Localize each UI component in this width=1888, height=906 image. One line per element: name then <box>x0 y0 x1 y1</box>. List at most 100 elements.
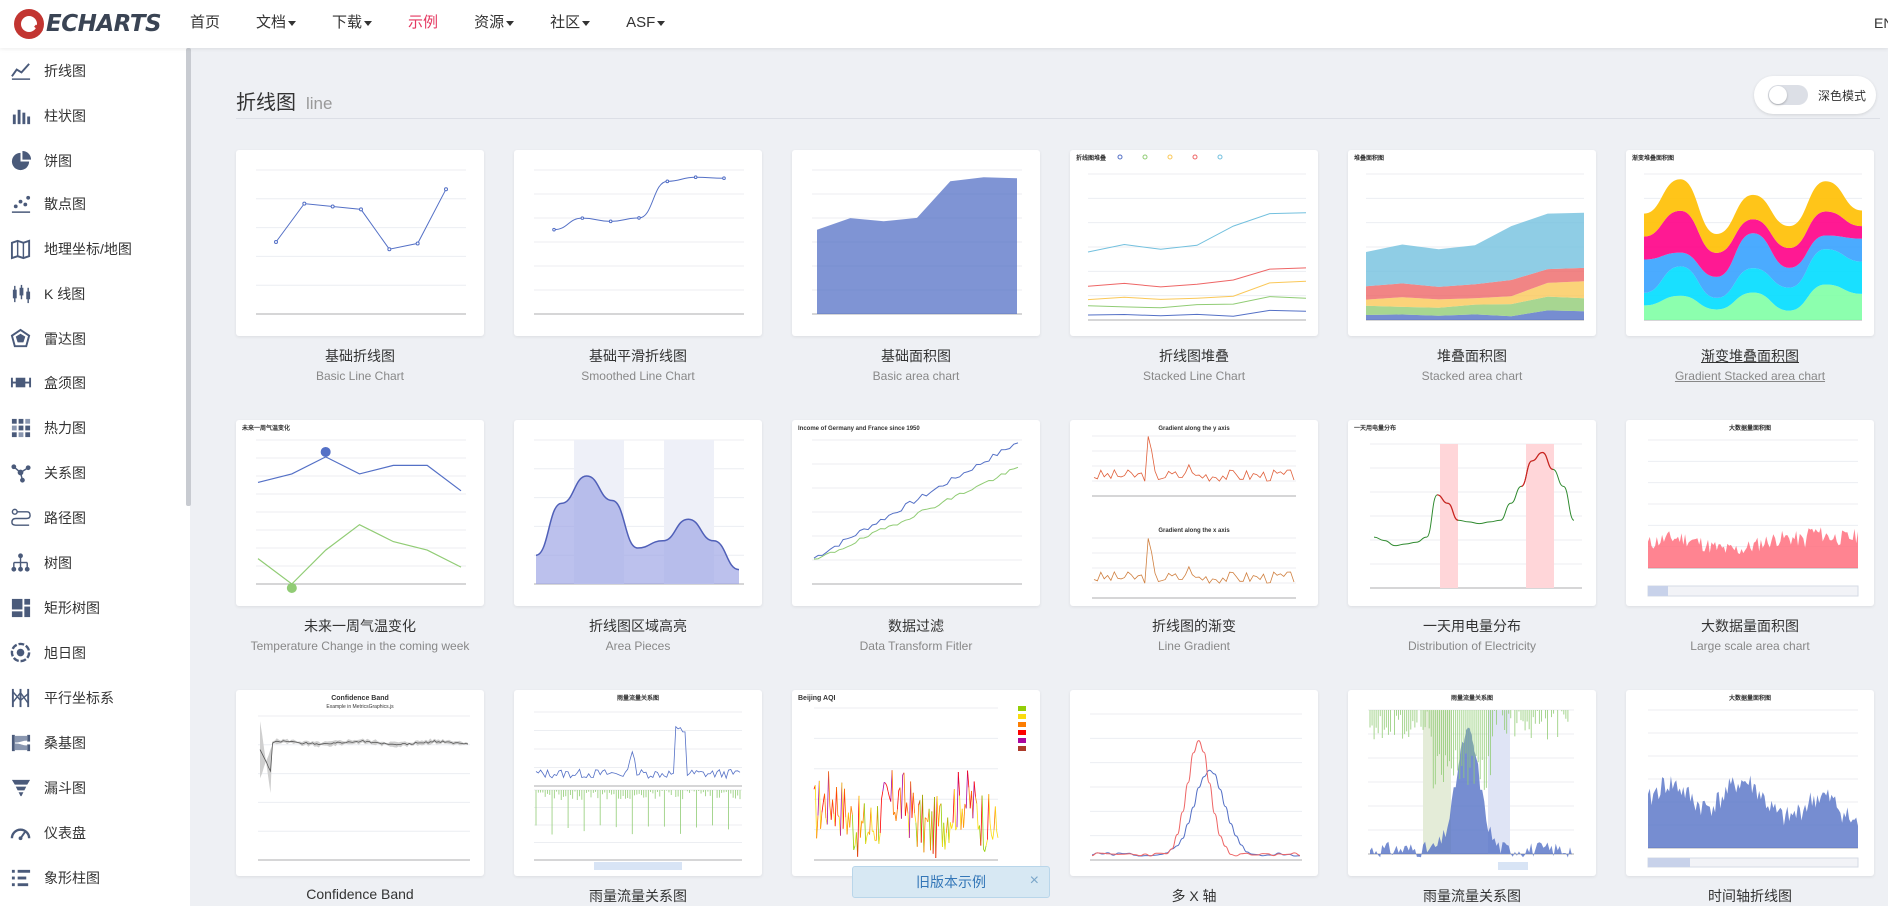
example-card-basic-area[interactable]: 基础面积图 Basic area chart <box>792 150 1040 383</box>
example-card-rainfall2[interactable]: 雨量流量关系图 雨量流量关系图 <box>1348 690 1596 906</box>
example-card-stacked-line[interactable]: 折线图堆叠 折线图堆叠 Stacked Line Chart <box>1070 150 1318 383</box>
example-subtitle[interactable]: Basic Line Chart <box>315 369 405 383</box>
old-version-banner[interactable]: 旧版本示例 × <box>852 866 1050 898</box>
example-title[interactable]: 渐变堆叠面积图 <box>1701 348 1799 364</box>
example-thumbnail[interactable]: Income of Germany and France since 1950 <box>792 420 1040 606</box>
example-title[interactable]: 大数据量面积图 <box>1701 618 1799 634</box>
example-card-electricity[interactable]: 一天用电量分布 一天用电量分布 Distribution of Electricit… <box>1348 420 1596 653</box>
example-card-line-gradient[interactable]: Gradient along the y axis Gradient along … <box>1070 420 1318 653</box>
example-card-time-axis[interactable]: 大数据量面积图时间轴折线图 <box>1626 690 1874 906</box>
sidebar-item-0[interactable]: 折线图 <box>0 49 186 93</box>
nav-item-6[interactable]: ASF <box>626 0 666 48</box>
example-thumbnail[interactable] <box>236 150 484 336</box>
example-thumbnail[interactable]: 一天用电量分布 <box>1348 420 1596 606</box>
sidebar-item-13[interactable]: 旭日图 <box>0 631 186 675</box>
example-subtitle[interactable]: Data Transform Fitler <box>859 639 973 653</box>
example-subtitle[interactable]: Line Gradient <box>1157 639 1231 653</box>
example-thumbnail[interactable]: 雨量流量关系图 <box>514 690 762 876</box>
example-title[interactable]: 数据过滤 <box>888 618 944 634</box>
sidebar-item-11[interactable]: 树图 <box>0 541 186 585</box>
example-thumbnail[interactable] <box>514 150 762 336</box>
example-thumbnail[interactable]: 折线图堆叠 <box>1070 150 1318 336</box>
example-card-area-pieces[interactable]: 折线图区域高亮 Area Pieces <box>514 420 762 653</box>
example-thumbnail[interactable]: 渐变堆叠面积图 <box>1626 150 1874 336</box>
example-subtitle[interactable]: Stacked area chart <box>1421 369 1523 383</box>
example-thumbnail[interactable] <box>792 150 1040 336</box>
sidebar-item-6[interactable]: 雷达图 <box>0 317 186 361</box>
example-subtitle[interactable]: Temperature Change in the coming week <box>250 639 470 653</box>
example-thumbnail[interactable]: 堆叠面积图 <box>1348 150 1596 336</box>
example-thumbnail[interactable]: 未来一周气温变化 <box>236 420 484 606</box>
example-subtitle[interactable]: Area Pieces <box>605 639 671 653</box>
example-title[interactable]: 折线图的渐变 <box>1152 618 1236 634</box>
sidebar-item-5[interactable]: K 线图 <box>0 272 186 316</box>
nav-item-1[interactable]: 文档 <box>256 0 297 48</box>
example-card-temperature[interactable]: 未来一周气温变化 未来一周气温变化 Temperature Change in th… <box>236 420 484 653</box>
toggle-switch[interactable] <box>1768 85 1808 105</box>
example-subtitle[interactable]: Smoothed Line Chart <box>581 369 695 383</box>
example-card-large-area[interactable]: 大数据量面积图 大数据量面积图 Large scale area chart <box>1626 420 1874 653</box>
nav-item-5[interactable]: 社区 <box>550 0 591 48</box>
example-title[interactable]: 多 X 轴 <box>1171 888 1217 904</box>
sidebar-scrollbar[interactable] <box>186 48 191 506</box>
example-card-data-transform[interactable]: Income of Germany and France since 1950 数… <box>792 420 1040 653</box>
example-title[interactable]: 堆叠面积图 <box>1437 348 1507 364</box>
close-icon[interactable]: × <box>1029 872 1039 889</box>
sidebar-item-14[interactable]: 平行坐标系 <box>0 676 186 720</box>
example-title[interactable]: 基础平滑折线图 <box>589 348 687 364</box>
old-version-label[interactable]: 旧版本示例 <box>916 874 986 890</box>
sidebar-item-16[interactable]: 漏斗图 <box>0 766 186 810</box>
sidebar-item-4[interactable]: 地理坐标/地图 <box>0 227 186 271</box>
thumbnail-title: Example in MetricsGraphics.js <box>326 704 394 710</box>
sidebar-item-2[interactable]: 饼图 <box>0 139 186 183</box>
example-thumbnail[interactable]: 雨量流量关系图 <box>1348 690 1596 876</box>
example-card-confidence[interactable]: Confidence Band Example in MetricsGraphic… <box>236 690 484 905</box>
example-card-rainfall[interactable]: 雨量流量关系图 雨量流量关系图 <box>514 690 762 906</box>
example-title[interactable]: 一天用电量分布 <box>1423 618 1521 634</box>
language-switch[interactable]: EN <box>1874 15 1888 31</box>
sidebar-item-17[interactable]: 仪表盘 <box>0 811 186 855</box>
sidebar-item-10[interactable]: 路径图 <box>0 496 186 540</box>
sidebar-item-15[interactable]: 桑基图 <box>0 721 186 765</box>
example-thumbnail[interactable]: 大数据量面积图 <box>1626 690 1874 876</box>
nav-item-3[interactable]: 示例 <box>408 0 438 48</box>
example-subtitle[interactable]: Basic area chart <box>872 369 960 383</box>
sidebar-item-12[interactable]: 矩形树图 <box>0 586 186 630</box>
dark-mode-toggle[interactable]: 深色模式 <box>1754 76 1876 114</box>
sidebar-item-7[interactable]: 盒须图 <box>0 361 186 405</box>
example-thumbnail[interactable]: Gradient along the y axis Gradient along … <box>1070 420 1318 606</box>
sidebar-item-9[interactable]: 关系图 <box>0 451 186 495</box>
example-title[interactable]: 折线图堆叠 <box>1159 348 1229 364</box>
example-thumbnail[interactable] <box>1070 690 1318 876</box>
example-title[interactable]: 未来一周气温变化 <box>304 618 416 634</box>
example-card-gradient-stacked[interactable]: 渐变堆叠面积图 渐变堆叠面积图 Gradient Stacked area char… <box>1626 150 1874 383</box>
example-thumbnail[interactable]: Confidence Band Example in MetricsGraphic… <box>236 690 484 876</box>
nav-item-4[interactable]: 资源 <box>474 0 515 48</box>
sidebar-item-18[interactable]: 象形柱图 <box>0 856 186 900</box>
example-title[interactable]: 基础折线图 <box>325 348 395 364</box>
example-card-aqi[interactable]: Beijing AQI <box>792 690 1040 886</box>
example-title[interactable]: Confidence Band <box>306 886 414 902</box>
example-card-stacked-area[interactable]: 堆叠面积图 堆叠面积图 Stacked area chart <box>1348 150 1596 383</box>
echarts-logo[interactable]: ECHARTS <box>14 7 162 41</box>
example-thumbnail[interactable] <box>514 420 762 606</box>
example-card-basic-line[interactable]: 基础折线图 Basic Line Chart <box>236 150 484 383</box>
example-title[interactable]: 雨量流量关系图 <box>589 888 687 904</box>
example-subtitle[interactable]: Gradient Stacked area chart <box>1674 369 1826 383</box>
sidebar-item-1[interactable]: 柱状图 <box>0 94 186 138</box>
example-thumbnail[interactable]: 大数据量面积图 <box>1626 420 1874 606</box>
example-card-multi-x[interactable]: 多 X 轴 <box>1070 690 1318 906</box>
example-title[interactable]: 基础面积图 <box>881 348 951 364</box>
example-subtitle[interactable]: Large scale area chart <box>1690 639 1810 653</box>
example-thumbnail[interactable]: Beijing AQI <box>792 690 1040 876</box>
example-title[interactable]: 时间轴折线图 <box>1708 888 1792 904</box>
nav-item-0[interactable]: 首页 <box>190 0 220 48</box>
example-title[interactable]: 雨量流量关系图 <box>1423 888 1521 904</box>
example-title[interactable]: 折线图区域高亮 <box>589 618 687 634</box>
sidebar-item-3[interactable]: 散点图 <box>0 182 186 226</box>
example-subtitle[interactable]: Distribution of Electricity <box>1407 639 1537 653</box>
example-subtitle[interactable]: Stacked Line Chart <box>1142 369 1246 383</box>
sidebar-item-8[interactable]: 热力图 <box>0 406 186 450</box>
nav-item-2[interactable]: 下载 <box>332 0 373 48</box>
example-card-smooth-line[interactable]: 基础平滑折线图 Smoothed Line Chart <box>514 150 762 383</box>
